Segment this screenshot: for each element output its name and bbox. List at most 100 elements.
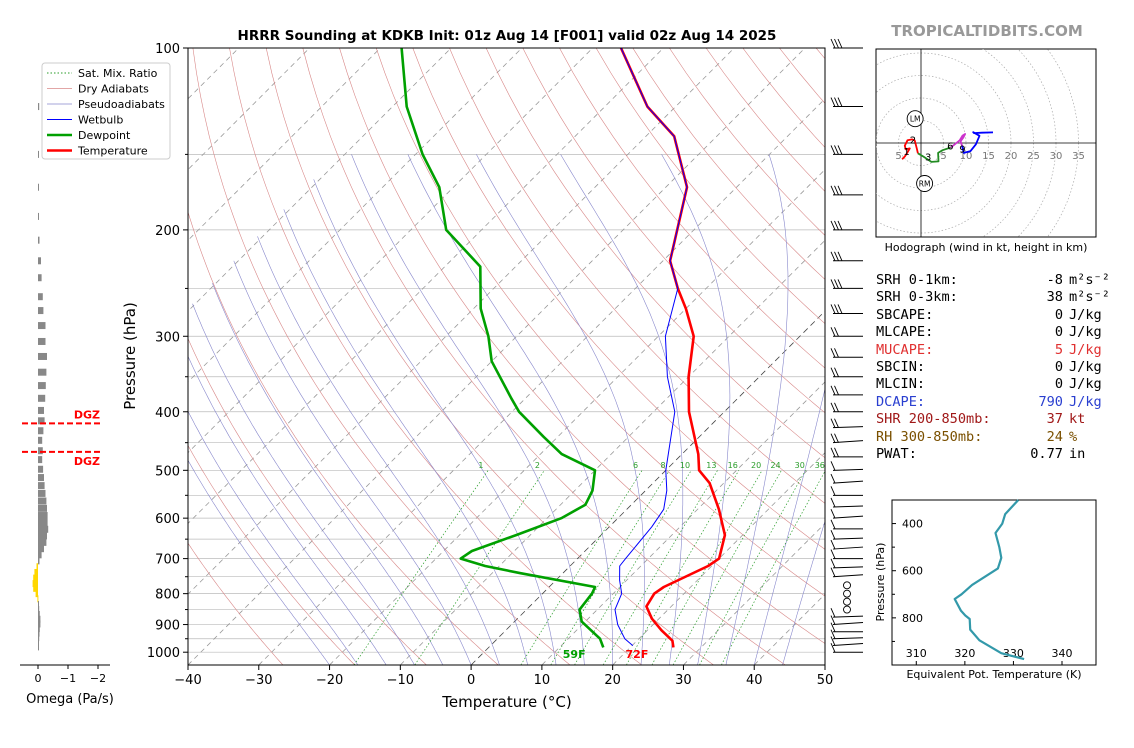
param-row: PWAT: 0.77 in [876, 446, 1126, 463]
barb-flag [830, 473, 836, 484]
hodo-marker-circle [916, 175, 934, 192]
pseudoadiabat [212, 282, 444, 665]
param-label: SBCIN: [876, 359, 926, 376]
barb-flag [834, 402, 839, 412]
param-label: SRH 0-1km: [876, 272, 958, 288]
param-row: MLCIN: 0 J/kg [876, 376, 1126, 393]
wind-barb [830, 385, 863, 396]
dry-adiabat [192, 48, 571, 665]
param-unit: in [1069, 446, 1086, 463]
y-tick-label: 500 [155, 464, 180, 479]
hodo-ring-label: 5 [940, 151, 946, 162]
isotherm [258, 98, 825, 665]
hodo-height-label: 3 [925, 153, 931, 164]
param-row: SRH 0-1km: -8 m²s⁻² [876, 272, 1126, 289]
wind-barb [830, 97, 863, 108]
omega-bar [34, 568, 38, 576]
dry-adiabat [265, 48, 714, 665]
param-row: MLCAPE: 0 J/kg [876, 324, 1126, 341]
wind-barb [830, 461, 864, 471]
hodo-segment [901, 138, 919, 160]
mixing-ratio-label: 24 [770, 461, 780, 470]
barb-flag [834, 418, 839, 428]
pseudoadiabat [283, 209, 528, 665]
barb-flag [830, 629, 836, 639]
barb-staff [832, 615, 864, 618]
mixing-ratio-line [550, 470, 670, 665]
wind-barb [830, 567, 864, 578]
barb-flag [830, 643, 836, 653]
barb-flag [837, 38, 843, 49]
wind-barb [843, 597, 851, 606]
param-value: 0 [1054, 306, 1063, 323]
mixing-ratio-label: 2 [535, 461, 540, 470]
omega-bar [38, 352, 47, 360]
barb-flag [837, 145, 843, 155]
surface-temp-annotations: 59F 72F [563, 648, 649, 661]
theta-e-x-tick-label: 310 [906, 647, 927, 660]
param-label: MUCAPE: [876, 341, 934, 358]
hodo-segment [961, 131, 994, 154]
omega-bar [38, 436, 43, 444]
omega-bar [38, 518, 48, 526]
omega-bar [38, 274, 42, 282]
omega-bar [38, 257, 41, 265]
mixing-ratio-labels: 1 2 6 8 10 13 16 20 24 30 36 [478, 461, 824, 470]
pseudoadiabat [407, 154, 613, 665]
barb-flag [830, 418, 836, 428]
isotherm [683, 522, 825, 665]
param-unit: m²s⁻² [1069, 272, 1110, 288]
isotherm [188, 48, 806, 665]
omega-bar [38, 610, 40, 618]
pseudoadiabat [188, 355, 387, 665]
param-row: SHR 200-850mb: 37 kt [876, 411, 1126, 428]
pseudoadiabat [192, 303, 415, 665]
param-unit: % [1069, 428, 1078, 445]
wind-barb [843, 581, 851, 590]
hodo-marker-label: LM [910, 115, 921, 124]
param-label: RH 300-850mb: [876, 428, 983, 445]
pseudoadiabat [782, 519, 825, 665]
barb-flag [837, 304, 843, 314]
sounding-parameters: SRH 0-1km: -8 m²s⁻² SRH 0-3km: 38 m²s⁻² SBCAPE… [876, 272, 1126, 463]
barb-flag [834, 220, 839, 231]
barb-flag [830, 567, 836, 577]
hodo-ring-label: 35 [1072, 151, 1085, 162]
wind-barb [830, 486, 863, 496]
wind-barb [830, 622, 863, 633]
barb-flag [834, 145, 839, 155]
barb-flag [830, 279, 836, 289]
legend-label: Wetbulb [78, 114, 123, 127]
mixing-ratio-line [353, 470, 489, 665]
barb-flag [834, 185, 839, 196]
barb-flag [830, 497, 836, 508]
omega-bar [38, 236, 40, 244]
barb-flag [830, 636, 836, 646]
barb-flag [830, 145, 836, 155]
calm-circle [843, 605, 851, 614]
omega-bar [36, 563, 38, 571]
isotherm [188, 48, 664, 525]
omega-bar [38, 629, 40, 637]
barb-staff [832, 637, 864, 640]
pseudoadiabat [753, 387, 825, 665]
barb-flag [830, 549, 836, 559]
y-tick-label: 800 [155, 588, 180, 603]
param-unit: J/kg [1069, 306, 1102, 323]
theta-e-x-tick-label: 320 [954, 647, 975, 660]
barb-flag [830, 385, 836, 396]
omega-bar [38, 638, 39, 646]
pseudoadiabat [313, 179, 557, 665]
wind-barb [830, 220, 863, 231]
param-unit: J/kg [1069, 376, 1102, 393]
hodo-height-label: 6 [947, 142, 953, 153]
barb-staff [832, 546, 864, 550]
param-value: 37 [1046, 411, 1063, 428]
barb-flag [830, 558, 836, 568]
param-row: SRH 0-3km: 38 m²s⁻² [876, 289, 1126, 306]
barb-staff [832, 537, 864, 540]
hodo-ring-label-left: 5 [895, 151, 901, 162]
param-value: 0 [1054, 324, 1063, 341]
wind-barb [830, 38, 863, 49]
